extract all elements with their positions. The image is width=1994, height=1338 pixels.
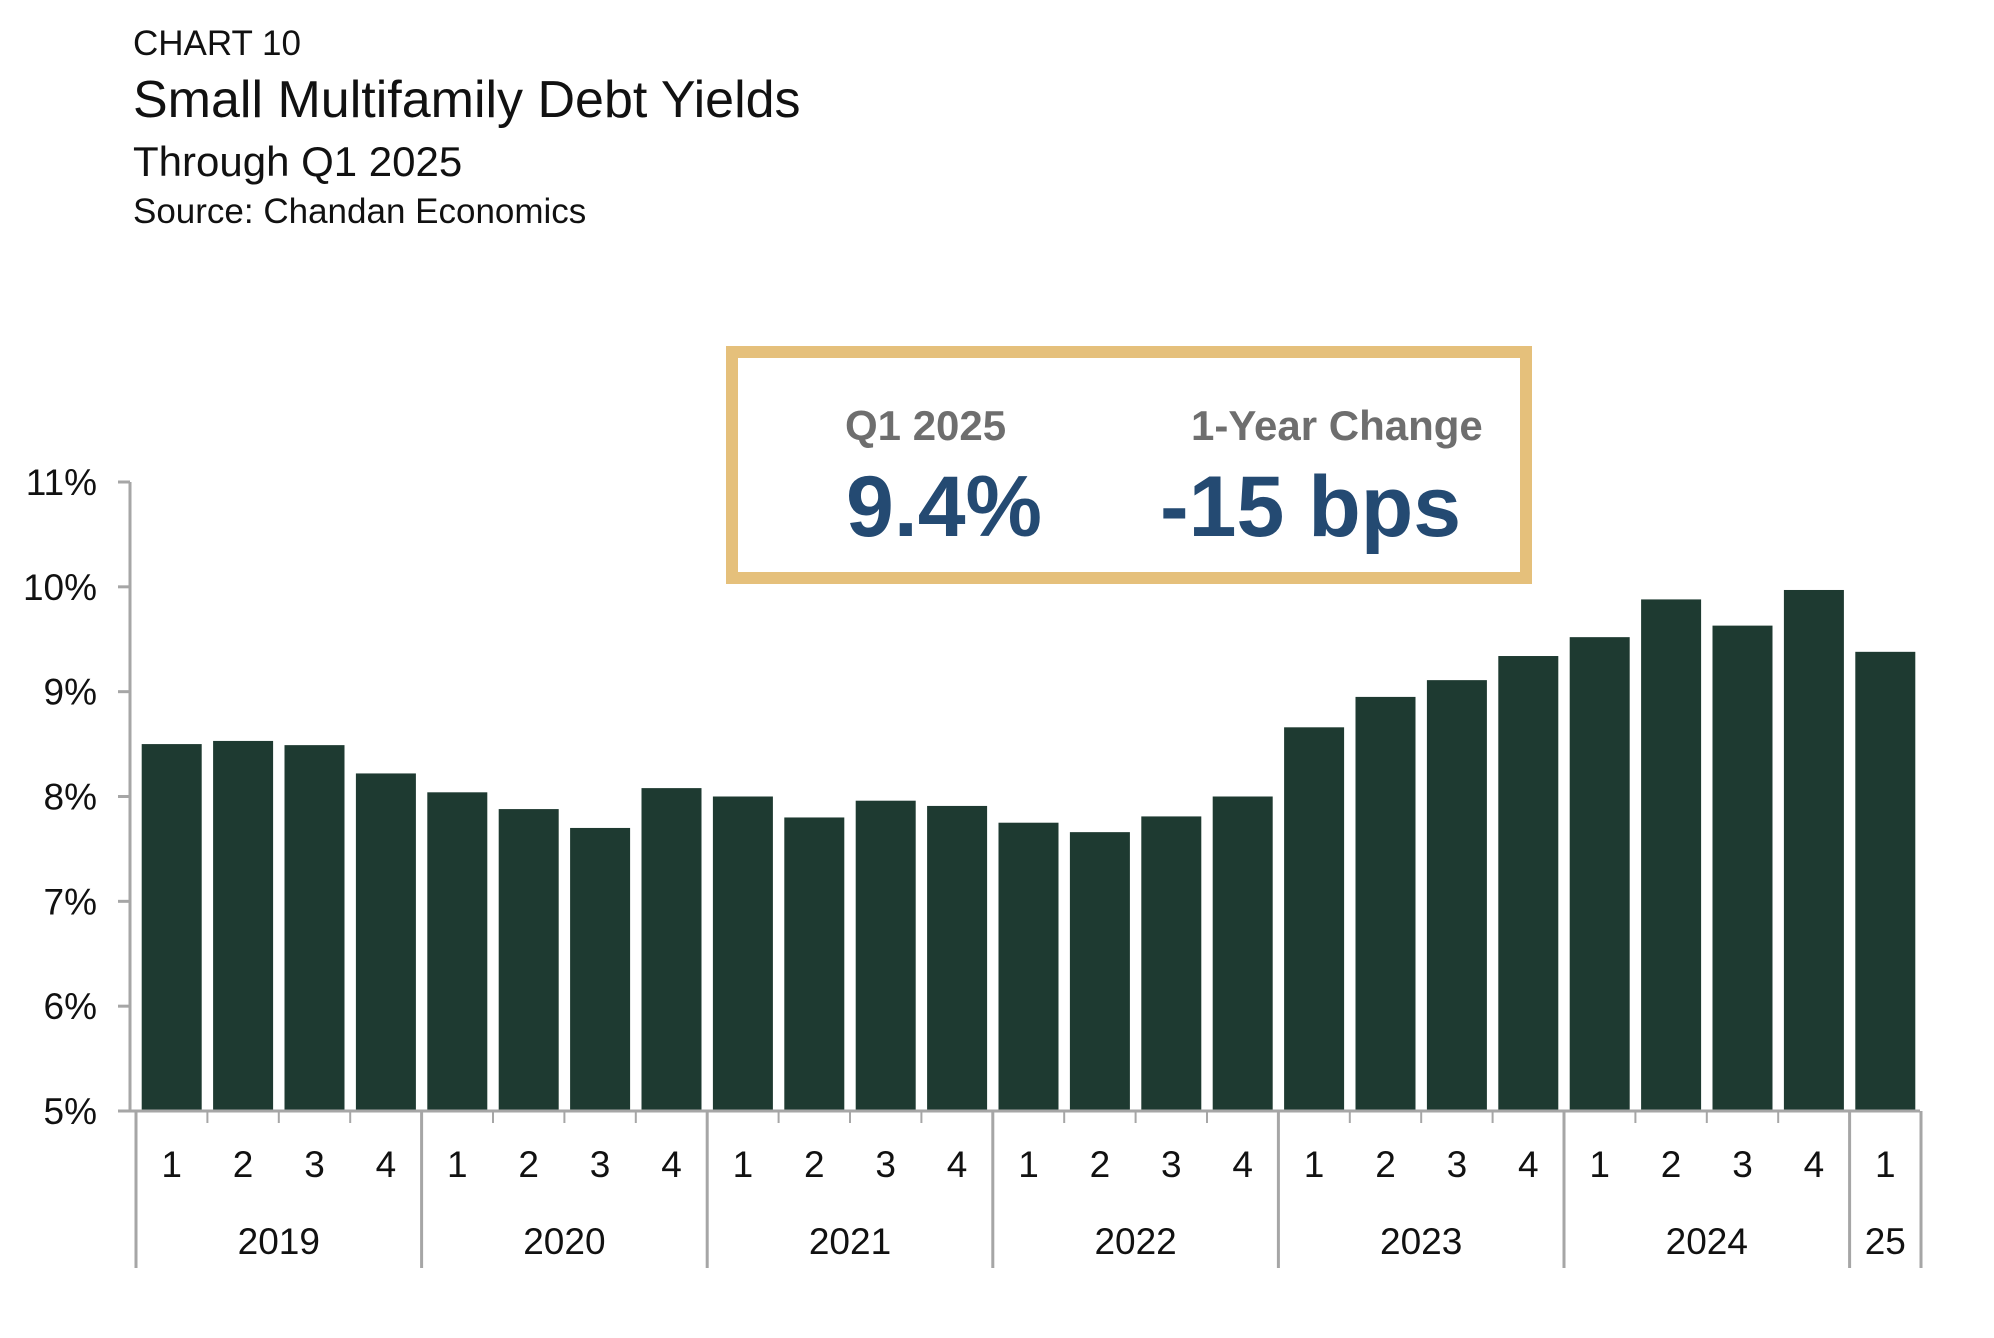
summary-callout: Q1 2025 9.4% 1-Year Change -15 bps bbox=[726, 346, 1532, 584]
x-tick-label: 3 bbox=[1161, 1144, 1182, 1185]
x-axis: 1 2 3 4 1 2 3 4 1 2 3 4 1 2 3 4 1 2 3 4 1 2 3 4 1 2019 2020 2021 202… bbox=[130, 1109, 1923, 1268]
x-tick-label: 1 bbox=[1589, 1144, 1610, 1185]
chart-title: Small Multifamily Debt Yields bbox=[133, 71, 801, 129]
bar bbox=[498, 809, 559, 1111]
x-group-label: 2020 bbox=[523, 1221, 605, 1262]
x-tick-label: 2 bbox=[1375, 1144, 1396, 1185]
x-tick-label: 1 bbox=[447, 1144, 468, 1185]
bar bbox=[1069, 832, 1130, 1111]
callout-change-value: -15 bps bbox=[1160, 459, 1462, 555]
bar bbox=[1855, 651, 1916, 1111]
bar bbox=[141, 744, 202, 1111]
bar bbox=[998, 822, 1059, 1111]
x-tick-label: 1 bbox=[1304, 1144, 1325, 1185]
bar bbox=[1712, 625, 1773, 1111]
x-tick-label: 4 bbox=[1232, 1144, 1253, 1185]
x-tick-label: 2 bbox=[804, 1144, 825, 1185]
x-tick-label: 1 bbox=[733, 1144, 754, 1185]
x-group-label: 2022 bbox=[1094, 1221, 1176, 1262]
bar bbox=[712, 796, 773, 1111]
y-tick-label: 11% bbox=[26, 462, 97, 503]
callout-quarter-label: Q1 2025 bbox=[845, 402, 1007, 449]
x-tick-label: 3 bbox=[304, 1144, 325, 1185]
x-tick-label: 2 bbox=[518, 1144, 539, 1185]
x-tick-label: 4 bbox=[376, 1144, 397, 1185]
x-tick-label: 4 bbox=[1518, 1144, 1539, 1185]
chart-label: CHART 10 bbox=[133, 24, 301, 63]
x-tick-label: 2 bbox=[1661, 1144, 1682, 1185]
x-tick-label: 1 bbox=[1875, 1144, 1896, 1185]
bar bbox=[284, 745, 345, 1111]
x-tick-label: 4 bbox=[947, 1144, 968, 1185]
x-tick-label: 3 bbox=[590, 1144, 611, 1185]
y-tick-label: 6% bbox=[44, 986, 97, 1027]
bar bbox=[855, 800, 916, 1111]
bar bbox=[927, 805, 988, 1111]
bar bbox=[1569, 637, 1630, 1111]
y-axis: 5% 6% 7% 8% 9% 10% 11% bbox=[23, 462, 132, 1132]
x-tick-label: 4 bbox=[1804, 1144, 1825, 1185]
bar bbox=[355, 773, 416, 1111]
x-group-label: 25 bbox=[1865, 1221, 1906, 1262]
bar bbox=[1212, 796, 1273, 1111]
bar bbox=[1355, 696, 1416, 1111]
bar bbox=[641, 788, 702, 1111]
y-tick-label: 9% bbox=[44, 672, 97, 713]
bar bbox=[1783, 589, 1844, 1111]
x-tick-label: 2 bbox=[233, 1144, 254, 1185]
x-group-label: 2024 bbox=[1666, 1221, 1748, 1262]
bar bbox=[1141, 816, 1202, 1111]
bar-series bbox=[141, 589, 1916, 1111]
x-tick-label: 1 bbox=[1018, 1144, 1039, 1185]
bar bbox=[570, 827, 631, 1111]
x-tick-label: 2 bbox=[1090, 1144, 1111, 1185]
bar bbox=[1498, 656, 1559, 1111]
bar bbox=[1641, 599, 1702, 1111]
x-tick-label: 3 bbox=[1447, 1144, 1468, 1185]
x-tick-label: 1 bbox=[161, 1144, 182, 1185]
x-group-label: 2019 bbox=[238, 1221, 320, 1262]
callout-change-label: 1-Year Change bbox=[1191, 402, 1483, 449]
y-tick-label: 7% bbox=[44, 881, 97, 922]
bar bbox=[1284, 727, 1345, 1111]
x-tick-label: 4 bbox=[661, 1144, 682, 1185]
bar bbox=[213, 740, 274, 1111]
y-tick-label: 8% bbox=[44, 777, 97, 818]
x-group-label: 2021 bbox=[809, 1221, 891, 1262]
chart-source: Source: Chandan Economics bbox=[133, 192, 587, 231]
bar bbox=[1426, 680, 1487, 1111]
y-tick-label: 5% bbox=[44, 1091, 97, 1132]
x-tick-label: 3 bbox=[1732, 1144, 1753, 1185]
chart-subtitle: Through Q1 2025 bbox=[133, 138, 463, 185]
callout-quarter-value: 9.4% bbox=[846, 459, 1043, 555]
y-tick-label: 10% bbox=[23, 567, 97, 608]
x-group-label: 2023 bbox=[1380, 1221, 1462, 1262]
bar bbox=[784, 817, 845, 1111]
bar bbox=[427, 792, 488, 1111]
x-tick-label: 3 bbox=[875, 1144, 896, 1185]
